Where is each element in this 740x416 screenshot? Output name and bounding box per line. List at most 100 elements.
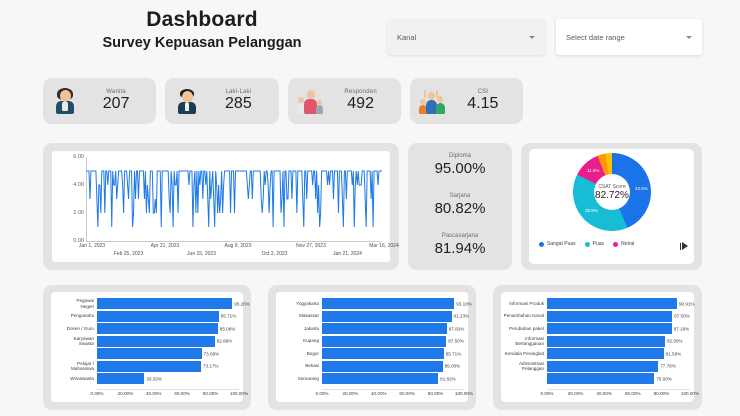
kanal-dropdown[interactable]: Kanal	[387, 19, 545, 55]
bar-row[interactable]: Dosen / Guru 85.06%	[51, 323, 239, 334]
bar-row[interactable]: Kupang 87.50%	[276, 335, 464, 347]
bar-track: 82.89%	[97, 335, 239, 347]
bar-fill[interactable]	[97, 298, 233, 309]
bar-row[interactable]: Karyawan Swasta 82.89%	[51, 335, 239, 347]
kpi-label: Responden	[344, 89, 377, 96]
bar-row[interactable]: Administrasi Pelanggan 77.78%	[501, 360, 690, 372]
x-tick-label: 20.00%	[117, 391, 134, 396]
bar-fill[interactable]	[547, 310, 673, 322]
education-label: Pascasarjana	[441, 233, 479, 239]
bar-row[interactable]: Kendala Perangkat 81.58%	[501, 348, 690, 359]
bar-fill[interactable]	[322, 348, 444, 359]
date-range-dropdown[interactable]: Select date range	[556, 19, 702, 55]
play-arrow-icon	[682, 242, 688, 250]
bar-row[interactable]: Pegawai Negeri 95.26%	[51, 298, 250, 309]
bar-fill[interactable]	[547, 323, 672, 334]
x-tick-label: 60.00%	[174, 391, 190, 396]
bar-value-label: 85.00%	[444, 363, 461, 369]
bar-fill[interactable]	[322, 335, 447, 347]
kpi-card-wanita[interactable]: Wanita 207	[43, 78, 157, 124]
bar-track: 87.50%	[547, 310, 690, 322]
bar-value-label: 77.78%	[660, 363, 676, 369]
pekerjaan-bar-rows: Pegawai Negeri 95.26% Pengusaha 85.71% Dosen…	[51, 298, 250, 386]
y-tick-label: 0.00	[73, 238, 84, 244]
donut-slice-label-netral: 11.5%	[587, 168, 600, 173]
bar-value-label: 93.10%	[456, 301, 472, 306]
x-tick-label: 80.00%	[427, 391, 444, 396]
x-axis-line	[86, 241, 382, 242]
bar-fill[interactable]	[322, 323, 447, 334]
bar-fill[interactable]	[97, 373, 145, 384]
bar-row[interactable]: Wiraswasta 33.33%	[51, 373, 239, 384]
bar-row[interactable]: Jakarta 87.83%	[276, 323, 464, 334]
bar-row[interactable]: Bogor 85.71%	[276, 348, 464, 359]
bar-track: 77.78%	[547, 360, 690, 372]
bar-category-label: Pengusaha	[70, 313, 94, 319]
timeseries-chart-panel: 0.00 2.00 4.00 6.00 Jan 1, 2023 Feb 25, 2023…	[43, 143, 399, 270]
bar-fill[interactable]	[97, 360, 201, 372]
bar-fill[interactable]	[547, 360, 659, 372]
bar-row[interactable]: Bekasi 85.00%	[276, 360, 464, 372]
legend-next-page-button[interactable]	[679, 242, 688, 250]
bar-row[interactable]: Yogyakarta 93.10%	[276, 298, 472, 309]
bar-value-label: 82.89%	[216, 338, 233, 344]
bar-category-label: Informasi Produk	[509, 300, 544, 306]
bar-fill[interactable]	[547, 348, 664, 359]
kpi-card-responden[interactable]: Responden 492	[287, 78, 401, 124]
bar-row[interactable]: Semarang 81.82%	[276, 373, 464, 384]
csat-donut-chart[interactable]: CSAT Score 82.72% 43.5% 38.9% 11.5% Sang…	[529, 149, 694, 264]
pekerjaan-bar-chart[interactable]: Pegawai Negeri 95.26% Pengusaha 85.71% Dosen…	[51, 292, 250, 402]
bar-fill[interactable]	[322, 298, 455, 309]
bar-row[interactable]: Pengusaha 85.71%	[51, 310, 239, 322]
education-label: Sarjana	[449, 193, 471, 199]
bar-row[interactable]: Perubahan paket 87.18%	[501, 323, 690, 334]
x-tick-label: 0.00%	[315, 391, 329, 396]
people-celebrating-icon	[418, 87, 445, 115]
bar-category-label: Pelajar / Mahasiswa	[71, 360, 94, 371]
x-tick-label: 0.00%	[540, 391, 554, 396]
topik-chart-panel: Informasi Produk 90.91% Penambahan Kanal 87…	[493, 285, 702, 410]
legend-item-netral[interactable]: Netral	[613, 241, 634, 247]
x-tick-label: 40.00%	[371, 391, 387, 396]
bar-row[interactable]: Informasi Berlangganan 82.50%	[501, 335, 690, 347]
timeseries-chart[interactable]: 0.00 2.00 4.00 6.00 Jan 1, 2023 Feb 25, 2023…	[52, 151, 399, 262]
legend-item-puas[interactable]: Puas	[584, 241, 604, 247]
bar-value-label: 81.82%	[440, 376, 456, 381]
bar-track: 75.00%	[547, 373, 690, 384]
bar-fill[interactable]	[322, 360, 443, 372]
kpi-card-csi[interactable]: CSI 4.15	[409, 78, 523, 124]
timeseries-line-path	[86, 170, 382, 228]
kota-bar-chart[interactable]: Yogyakarta 93.10% Makassar 91.23% Jakarta 87.…	[276, 292, 473, 402]
bar-category-label: Semarang	[297, 375, 319, 381]
bar-row[interactable]: Pelajar / Mahasiswa 73.17%	[51, 360, 239, 372]
bar-row[interactable]: Informasi Produk 90.91%	[501, 298, 695, 309]
bar-value-label: 87.50%	[448, 338, 464, 344]
kpi-value: 492	[347, 95, 374, 113]
bar-row[interactable]: Penambahan Kanal 87.50%	[501, 310, 690, 322]
bar-fill[interactable]	[322, 373, 439, 384]
page-title-block: Dashboard Survey Kepuasan Pelanggan	[52, 8, 352, 51]
bar-row[interactable]: 75.00%	[501, 373, 690, 384]
bar-fill[interactable]	[97, 348, 202, 359]
bar-fill[interactable]	[547, 373, 655, 384]
bar-fill[interactable]	[97, 310, 219, 322]
education-value: 81.94%	[434, 240, 486, 257]
bar-fill[interactable]	[322, 310, 452, 322]
bar-row[interactable]: Makassar 91.23%	[276, 310, 469, 322]
bar-fill[interactable]	[547, 335, 665, 347]
legend-dot-icon	[613, 241, 619, 247]
chevron-down-icon	[686, 35, 692, 39]
kpi-card-laki-laki[interactable]: Laki-Laki 285	[165, 78, 279, 124]
bar-fill[interactable]	[97, 323, 218, 334]
bar-category-label: Kendala Perangkat	[504, 350, 544, 356]
bar-fill[interactable]	[547, 298, 677, 309]
legend-item-sangat-puas[interactable]: Sangat Puas	[539, 241, 576, 247]
bar-value-label: 75.00%	[656, 376, 672, 381]
bar-track: 95.26%	[97, 298, 250, 309]
bar-row[interactable]: 73.68%	[51, 348, 239, 359]
topik-bar-chart[interactable]: Informasi Produk 90.91% Penambahan Kanal 87…	[501, 292, 699, 402]
bar-value-label: 85.06%	[219, 326, 236, 331]
donut-graphic[interactable]: CSAT Score 82.72% 43.5% 38.9% 11.5%	[573, 153, 651, 231]
bar-fill[interactable]	[97, 335, 215, 347]
